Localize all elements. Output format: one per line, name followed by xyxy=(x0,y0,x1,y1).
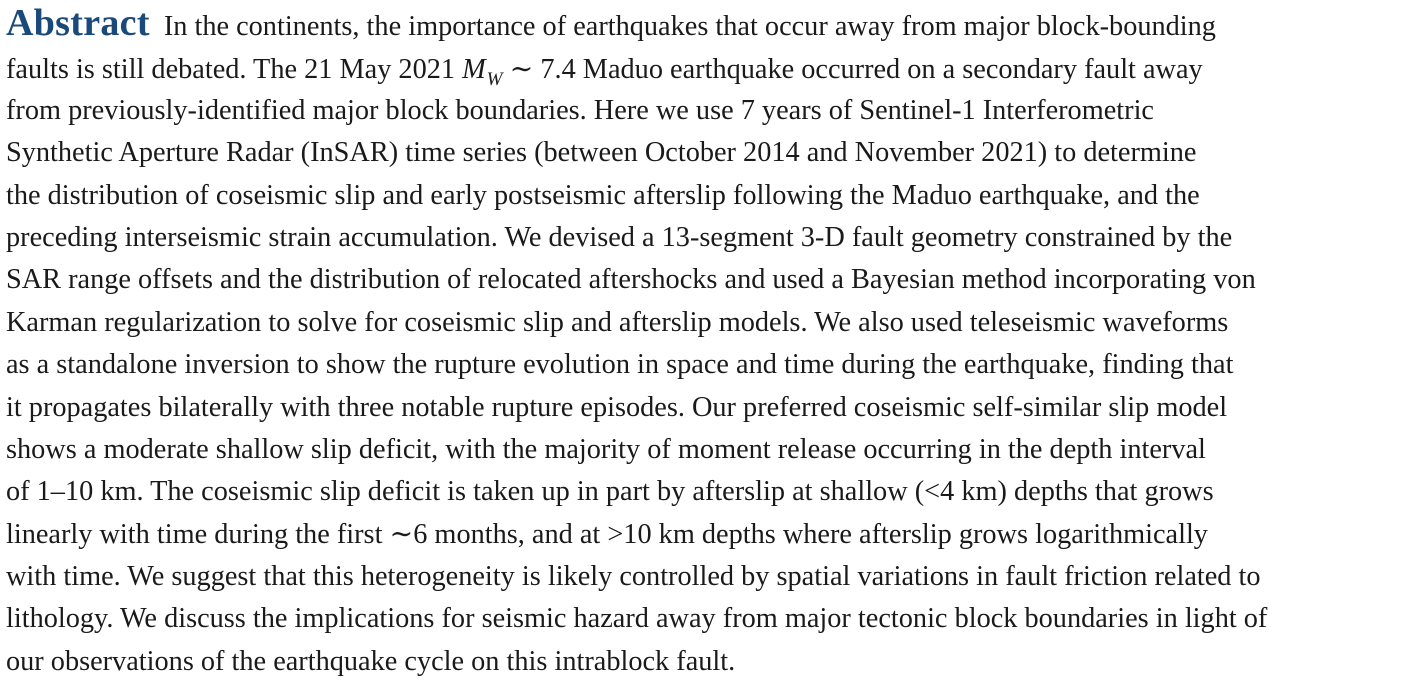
abstract-line-6: preceding interseismic strain accumulati… xyxy=(6,222,1233,253)
abstract-line-8: Karman regularization to solve for cosei… xyxy=(6,307,1229,338)
abstract-line-3: from previously-identified major block b… xyxy=(6,95,1154,126)
abstract-line-7: SAR range offsets and the distribution o… xyxy=(6,264,1256,295)
abstract-line-11: shows a moderate shallow slip deficit, w… xyxy=(6,434,1206,465)
abstract-line-5: the distribution of coseismic slip and e… xyxy=(6,180,1200,211)
abstract-line-15: lithology. We discuss the implications f… xyxy=(6,603,1268,634)
abstract-line-14: with time. We suggest that this heteroge… xyxy=(6,561,1261,592)
abstract-line-13: linearly with time during the first ∼6 m… xyxy=(6,519,1208,550)
abstract-line-10: it propagates bilaterally with three not… xyxy=(6,392,1228,423)
abstract-line-1: Abstract In the continents, the importanc… xyxy=(6,4,1216,42)
abstract-heading: Abstract xyxy=(6,2,150,44)
magnitude-subscript: W xyxy=(486,69,503,90)
abstract-line-9: as a standalone inversion to show the ru… xyxy=(6,349,1234,380)
abstract-line-4: Synthetic Aperture Radar (InSAR) time se… xyxy=(6,137,1197,168)
abstract-line-2: faults is still debated. The 21 May 2021… xyxy=(6,54,1203,90)
abstract-line-16: our observations of the earthquake cycle… xyxy=(6,646,736,677)
abstract-text: In the continents, the importance of ear… xyxy=(163,11,1216,42)
abstract-text: faults is still debated. The 21 May 2021 xyxy=(6,54,463,85)
magnitude-symbol: M xyxy=(462,54,486,85)
abstract-text: ∼ 7.4 Maduo earthquake occurred on a sec… xyxy=(502,54,1203,85)
abstract-line-12: of 1–10 km. The coseismic slip deficit i… xyxy=(6,476,1214,507)
